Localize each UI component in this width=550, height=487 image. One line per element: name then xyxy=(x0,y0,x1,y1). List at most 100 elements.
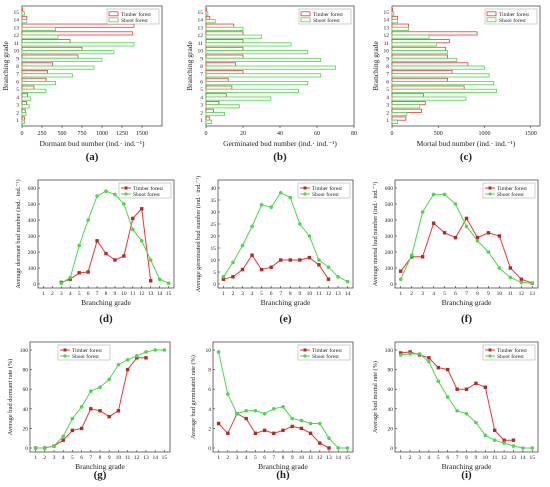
x-tick-label: 9 xyxy=(114,291,117,297)
data-point xyxy=(135,354,139,358)
chart-panel-4: 1 2 3 4 5 6 7 8 9 10 11 12 13 14 150100200300400500600… xyxy=(15,179,175,325)
series-line xyxy=(61,207,152,283)
data-point xyxy=(98,409,102,413)
data-point xyxy=(398,277,403,282)
data-point xyxy=(497,266,502,270)
data-point xyxy=(318,441,322,445)
legend-swatch xyxy=(300,11,311,17)
y-tick-label: 5 xyxy=(16,87,19,93)
data-point xyxy=(269,265,273,269)
x-tick-label: 11 xyxy=(492,455,498,461)
x-tick-label: 10 xyxy=(307,291,313,297)
y-tick-label: 3 xyxy=(200,103,203,109)
legend-box xyxy=(482,182,536,199)
y-tick-label: 80 xyxy=(23,368,29,374)
bar xyxy=(205,104,240,109)
bar xyxy=(21,34,59,39)
data-point xyxy=(317,263,321,267)
legend-box xyxy=(57,344,111,361)
x-tick-label: 3 xyxy=(53,455,56,461)
bar xyxy=(21,116,25,121)
x-tick-label: 60 xyxy=(314,131,320,137)
x-tick-label: 12 xyxy=(519,291,525,297)
data-point xyxy=(221,277,226,281)
bar xyxy=(391,50,448,55)
x-tick-label: 7 xyxy=(456,455,459,461)
bar xyxy=(205,96,272,101)
bar xyxy=(205,88,299,93)
legend-label: Shoot forest xyxy=(312,191,339,198)
bar xyxy=(21,54,79,59)
x-tick-label: 12 xyxy=(317,455,323,461)
data-point xyxy=(272,407,276,411)
data-point xyxy=(290,416,295,421)
data-point xyxy=(307,234,312,238)
x-tick-label: 12 xyxy=(139,291,145,297)
data-point xyxy=(98,385,102,390)
x-tick-label: 6 xyxy=(263,455,266,461)
data-point xyxy=(166,281,171,286)
bar xyxy=(391,96,467,101)
series-line xyxy=(35,357,146,449)
series-line xyxy=(35,349,165,449)
y-tick-label: 3 xyxy=(16,103,19,109)
y-tick-label: 0 xyxy=(208,446,211,452)
x-tick-label: 5 xyxy=(260,291,263,297)
data-point xyxy=(508,266,513,270)
x-tick-label: 5 xyxy=(437,455,440,461)
legend-marker xyxy=(303,348,307,352)
bar xyxy=(205,8,207,13)
legend-label: Shoot forest xyxy=(499,17,526,24)
data-point xyxy=(125,367,130,372)
y-tick-label: 100 xyxy=(20,348,29,354)
x-tick-label: 11 xyxy=(508,291,514,297)
legend-box xyxy=(106,8,160,25)
x-tick-label: 10 xyxy=(121,291,127,297)
legend-label: Shoot forest xyxy=(497,353,524,360)
data-point xyxy=(144,356,148,360)
bar xyxy=(205,42,292,47)
y-tick-label: 7 xyxy=(16,72,19,78)
data-point xyxy=(492,438,497,442)
x-tick-label: 6 xyxy=(454,291,457,297)
x-tick-label: 4 xyxy=(251,291,254,297)
y-tick-label: 2 xyxy=(16,110,19,116)
y-axis-title: Average germinated bud number (ind.· ind… xyxy=(195,176,202,292)
y-axis-title: Branching grade xyxy=(371,40,380,90)
x-tick-label: 13 xyxy=(148,291,154,297)
data-point xyxy=(244,416,248,421)
bar xyxy=(205,34,262,39)
x-tick-label: 3 xyxy=(60,291,63,297)
data-point xyxy=(59,281,64,286)
plot-frame xyxy=(217,179,354,289)
data-point xyxy=(113,192,117,197)
y-tick-label: 7 xyxy=(200,72,203,78)
bar xyxy=(21,112,27,117)
legend-label: Shoot forest xyxy=(133,191,160,198)
data-point xyxy=(68,275,73,280)
legend-label: Timber forest xyxy=(497,185,527,192)
bar xyxy=(391,34,430,39)
bar xyxy=(205,54,244,59)
panel-caption: (h) xyxy=(276,469,290,481)
bar xyxy=(21,11,25,16)
data-point xyxy=(269,205,273,209)
y-tick-label: 0 xyxy=(213,282,216,288)
series-line xyxy=(218,413,330,449)
bar xyxy=(21,85,35,90)
legend-swatch xyxy=(108,17,119,23)
data-point xyxy=(431,221,436,225)
x-tick-label: 2 xyxy=(226,455,229,461)
x-tick-label: 9 xyxy=(291,455,294,461)
data-point xyxy=(61,438,65,442)
x-tick-label: 2 xyxy=(410,291,413,297)
legend-label: Timber forest xyxy=(121,11,151,18)
y-tick-label: 9 xyxy=(16,56,19,62)
y-tick-label: 60 xyxy=(388,387,394,393)
x-tick-label: 15 xyxy=(530,455,536,461)
y-tick-label: 9 xyxy=(200,56,203,62)
y-tick-label: 10 xyxy=(206,348,212,354)
y-tick-label: 0 xyxy=(390,282,393,288)
